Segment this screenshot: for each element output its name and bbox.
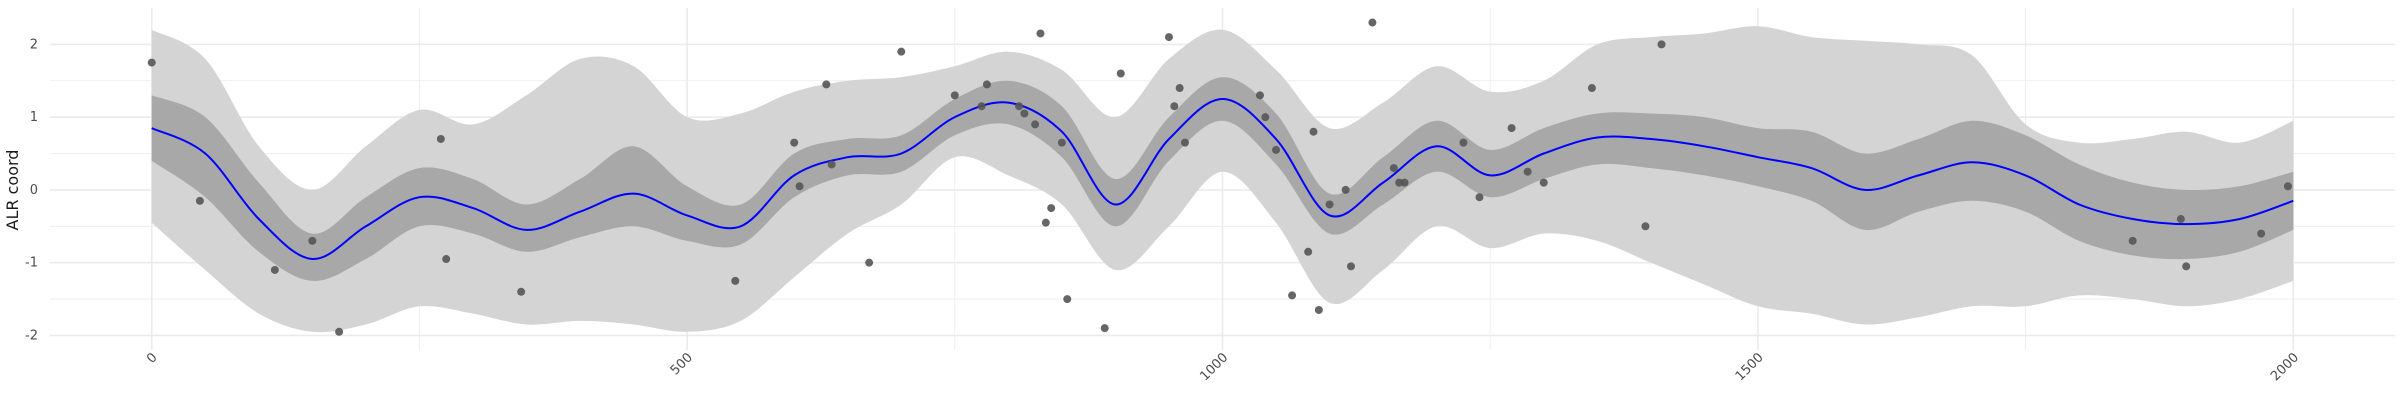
data-point — [1036, 29, 1045, 38]
data-point — [1539, 178, 1548, 187]
data-point — [1641, 222, 1650, 231]
data-point — [1304, 247, 1313, 256]
y-axis-title: ALR coord — [3, 150, 22, 231]
data-point — [1459, 138, 1468, 147]
data-point — [1164, 33, 1173, 42]
data-point — [1255, 91, 1264, 100]
data-point — [1175, 84, 1184, 93]
data-point — [147, 58, 156, 67]
data-point — [1116, 69, 1125, 78]
data-point — [1041, 218, 1050, 227]
data-point — [1368, 18, 1377, 27]
data-point — [1389, 164, 1398, 173]
outer-credible-band — [151, 26, 2294, 333]
observed-points — [147, 18, 2292, 336]
data-point — [1181, 138, 1190, 147]
data-point — [1507, 124, 1516, 133]
data-point — [1400, 178, 1409, 187]
data-point — [1288, 291, 1297, 300]
y-axis: -2 -1 0 1 2 — [25, 37, 38, 343]
data-point — [731, 276, 740, 285]
data-point — [2257, 229, 2266, 238]
data-point — [2128, 236, 2137, 245]
data-point — [436, 134, 445, 143]
data-point — [517, 287, 526, 296]
data-point — [2182, 262, 2191, 271]
data-point — [1657, 40, 1666, 49]
data-point — [308, 236, 317, 245]
data-point — [195, 196, 204, 205]
data-point — [977, 102, 986, 111]
y-tick-label: -2 — [25, 328, 38, 343]
data-point — [1346, 262, 1355, 271]
data-point — [822, 80, 831, 89]
data-point — [827, 160, 836, 169]
data-point — [270, 265, 279, 274]
data-point — [1031, 120, 1040, 129]
data-point — [1314, 305, 1323, 314]
data-point — [2176, 215, 2185, 224]
data-point — [1261, 113, 1270, 122]
data-point — [1325, 200, 1334, 209]
data-point — [442, 255, 451, 264]
data-point — [1057, 138, 1066, 147]
data-point — [1020, 109, 1029, 118]
y-tick-label: -1 — [25, 256, 38, 271]
y-tick-label: 0 — [30, 183, 38, 198]
data-point — [1063, 295, 1072, 304]
data-point — [1170, 102, 1179, 111]
data-point — [982, 80, 991, 89]
data-point — [1015, 102, 1024, 111]
y-tick-label: 2 — [30, 37, 38, 52]
data-point — [865, 258, 874, 267]
data-point — [790, 138, 799, 147]
data-point — [1341, 185, 1350, 194]
data-point — [897, 47, 906, 56]
data-point — [795, 182, 804, 191]
data-point — [1523, 167, 1532, 176]
data-point — [1047, 204, 1056, 213]
data-point — [1272, 145, 1281, 154]
data-point — [2283, 182, 2292, 191]
data-point — [1475, 193, 1484, 202]
data-point — [950, 91, 959, 100]
y-tick-label: 1 — [30, 110, 38, 125]
data-point — [335, 327, 344, 336]
inner-credible-band — [151, 77, 2294, 281]
data-point — [1100, 324, 1109, 333]
mean-line — [151, 97, 2294, 261]
data-point — [1587, 84, 1596, 93]
data-point — [1309, 127, 1318, 136]
